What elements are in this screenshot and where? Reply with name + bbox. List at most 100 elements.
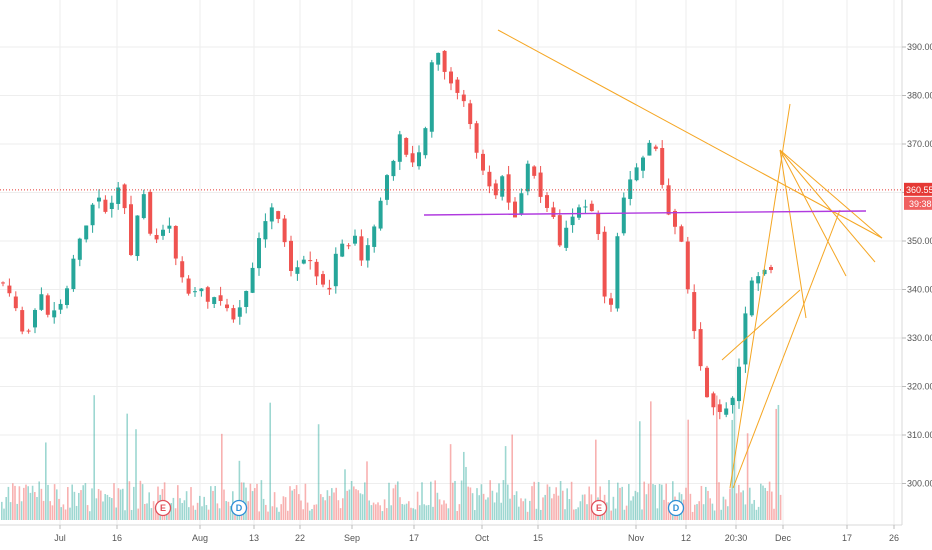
volume-bar (504, 446, 507, 520)
candle (244, 290, 249, 314)
volume-bar (575, 509, 577, 520)
volume-bar (542, 497, 544, 520)
candle (90, 203, 95, 233)
volume-bar (51, 505, 54, 520)
candle (359, 229, 364, 266)
volume-bar (243, 482, 245, 520)
y-tick-label: 330.00 (907, 333, 932, 343)
volume-bar (14, 485, 16, 520)
candle (212, 296, 217, 308)
volume-bar (432, 506, 434, 520)
candle (141, 189, 146, 220)
volume-bar (344, 469, 346, 520)
candle (276, 210, 281, 224)
candle (602, 226, 607, 304)
volume-bar (170, 503, 172, 520)
volume-bar (69, 507, 71, 520)
trendline (497, 29, 883, 239)
volume-bar (174, 508, 177, 520)
candle (545, 192, 549, 212)
candle (557, 209, 562, 248)
candle (129, 195, 133, 257)
volume-bar (548, 486, 551, 520)
volume-bar (421, 482, 423, 520)
x-tick-label: 12 (681, 533, 691, 543)
trend-drawings (0, 29, 902, 489)
volume-bar (95, 498, 98, 520)
volume-bar (324, 500, 326, 520)
candle (173, 225, 178, 266)
candle (26, 328, 31, 334)
volume-bar (612, 496, 615, 520)
trendline (779, 149, 847, 277)
volume-bar (515, 491, 518, 520)
volume-bar (766, 490, 769, 520)
candle (538, 165, 543, 203)
volume-bar (7, 486, 10, 520)
event-marker: E (154, 499, 172, 517)
volume-bar (412, 508, 414, 520)
volume-bar (295, 485, 298, 520)
candle (205, 285, 210, 309)
candle (340, 239, 345, 258)
candle (628, 170, 633, 206)
candle (749, 277, 754, 317)
volume-bar (5, 497, 7, 520)
volume-bar (128, 481, 131, 520)
volume-bar (370, 505, 373, 520)
candle (193, 287, 197, 297)
candle (698, 322, 703, 371)
volume-bar (573, 509, 575, 520)
candle (532, 165, 537, 179)
volume-bar (394, 484, 397, 520)
volume-bar (141, 484, 144, 520)
volume-bar (755, 509, 758, 520)
volume-bar (722, 496, 725, 520)
volume-bar (302, 509, 304, 520)
volume-bar (353, 486, 355, 520)
candle (20, 306, 25, 335)
volume-bar (214, 485, 216, 520)
volume-bar (126, 413, 128, 520)
volume-bar (669, 509, 672, 520)
volume-bar (119, 489, 122, 520)
volume-bar (606, 502, 608, 520)
volume-bar (289, 486, 291, 520)
candle (346, 243, 351, 250)
volume-bar (276, 507, 278, 520)
volume-bar (172, 497, 175, 520)
volume-bar (56, 489, 58, 520)
volume-bar (368, 500, 370, 520)
volume-bar (218, 508, 221, 520)
candle (295, 260, 300, 281)
volume-bar (731, 419, 733, 520)
volume-bar (82, 485, 84, 520)
candle (71, 254, 76, 292)
volume-bar (764, 487, 766, 520)
volume-bar (333, 492, 335, 520)
volume-bar (111, 498, 113, 520)
volume-bar (108, 497, 111, 520)
candle (724, 402, 729, 418)
candle (372, 224, 377, 253)
volume-bar (375, 504, 377, 520)
candle (180, 256, 185, 283)
volume-bar (36, 497, 38, 520)
volume-bar (293, 489, 296, 520)
volume-bar (641, 509, 643, 520)
volume-bar (491, 490, 494, 520)
volume-bar (520, 498, 522, 520)
volume-bar (716, 395, 718, 520)
volume-bar (93, 395, 95, 520)
volume-bar (269, 402, 271, 520)
volume-bar (513, 495, 516, 520)
volume-bar (425, 505, 428, 520)
volume-bar (238, 460, 241, 520)
volume-bar (729, 488, 731, 520)
volume-bar (328, 495, 331, 520)
volume-bar (427, 504, 430, 520)
volume-bar (29, 492, 32, 520)
x-tick-label: Jul (54, 533, 66, 543)
candle (321, 270, 325, 288)
